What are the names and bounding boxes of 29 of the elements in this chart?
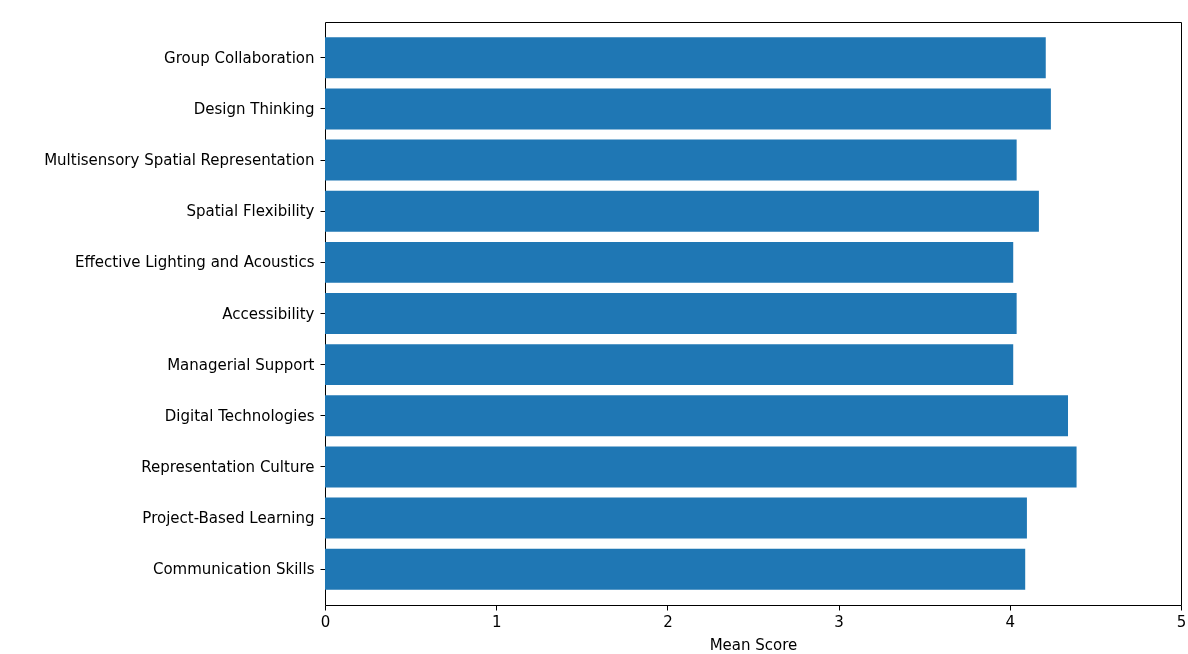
bar bbox=[325, 497, 1027, 539]
y-tick-label: Accessibility bbox=[222, 304, 315, 323]
y-tick-label: Design Thinking bbox=[193, 99, 315, 118]
bar bbox=[325, 395, 1069, 437]
x-tick-label: 4 bbox=[1005, 612, 1016, 631]
y-tick-label: Representation Culture bbox=[141, 457, 315, 476]
bar bbox=[325, 446, 1077, 488]
x-tick-label: 3 bbox=[834, 612, 844, 631]
bar bbox=[325, 37, 1046, 79]
bar bbox=[325, 139, 1017, 181]
bar bbox=[325, 293, 1017, 334]
bar bbox=[325, 241, 1014, 283]
bar bbox=[325, 548, 1026, 590]
y-tick-label: Managerial Support bbox=[167, 355, 315, 374]
x-tick-label: 1 bbox=[491, 612, 502, 631]
y-tick-label: Group Collaboration bbox=[164, 48, 315, 67]
bar bbox=[325, 344, 1014, 386]
bar bbox=[325, 190, 1039, 232]
y-tick-label: Project-Based Learning bbox=[142, 509, 315, 528]
x-tick-label: 2 bbox=[663, 612, 673, 631]
bar bbox=[325, 88, 1051, 130]
y-tick-label: Effective Lighting and Acoustics bbox=[75, 253, 315, 272]
y-tick-label: Communication Skills bbox=[152, 560, 315, 579]
x-axis-title: Mean Score bbox=[709, 635, 798, 654]
y-tick-label: Digital Technologies bbox=[164, 406, 315, 425]
x-tick-label: 5 bbox=[1176, 612, 1187, 631]
x-tick-label: 0 bbox=[320, 612, 331, 631]
y-tick-label: Spatial Flexibility bbox=[186, 202, 315, 221]
y-tick-label: Multisensory Spatial Representation bbox=[44, 151, 315, 170]
